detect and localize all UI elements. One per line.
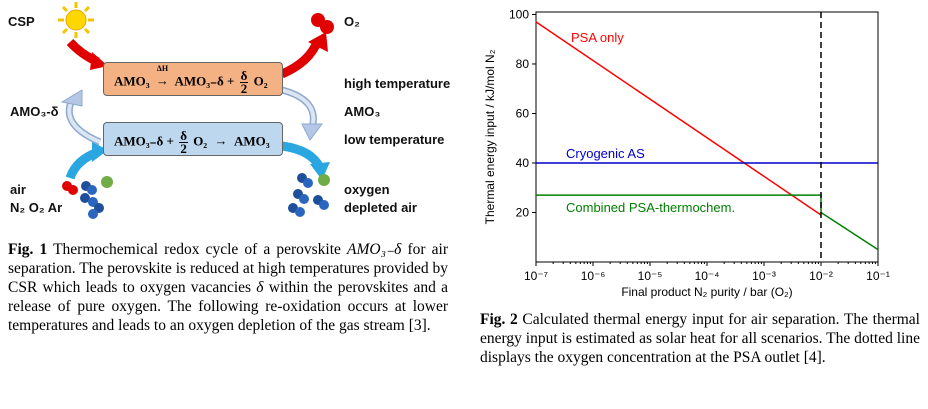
fig2-caption-text: Calculated thermal energy input for air …	[480, 311, 920, 366]
oxygen-label: oxygen	[344, 182, 390, 197]
air-label: air	[10, 182, 26, 197]
x-tick-label: 10⁻⁷	[524, 269, 548, 283]
amo3-label: AMO₃	[344, 104, 381, 119]
y-tick-label: 20	[516, 205, 530, 219]
fig1-caption-label: Fig. 1	[8, 241, 48, 258]
x-tick-label: 10⁻¹	[866, 269, 890, 283]
x-tick-label: 10⁻⁴	[695, 269, 720, 283]
high-temperature-label: high temperature	[344, 76, 451, 91]
x-tick-label: 10⁻⁶	[581, 269, 606, 283]
amo3-delta-label: AMO₃-δ	[10, 104, 59, 119]
series-label: Combined PSA-thermochem.	[566, 200, 735, 215]
fig1-caption-text-c: within the perovskites and a release of …	[8, 279, 449, 334]
y-tick-label: 100	[509, 7, 529, 21]
fig1-caption: Fig. 1 Thermochemical redox cycle of a p…	[8, 240, 448, 335]
sun-icon	[58, 2, 94, 38]
fig1-arrows	[58, 2, 334, 219]
x-tick-label: 10⁻⁵	[638, 269, 663, 283]
fig1-caption-text-b: for air separation. The perovskite is re…	[8, 241, 448, 296]
y-axis-label: Thermal energy input / kJ/mol N₂	[483, 49, 497, 224]
series-label: PSA only	[571, 30, 624, 45]
x-tick-label: 10⁻²	[809, 269, 833, 283]
csp-label: CSP	[8, 14, 35, 29]
fig1-diagram: CSP O₂ high temperature AMO₃ low tempera…	[0, 0, 470, 232]
fig1-caption-formula: AMO₃₋δ	[347, 241, 402, 258]
depleted-air-label: depleted air	[344, 200, 417, 215]
series-line-psa-only	[535, 21, 822, 216]
depleted-air-molecules-icon	[288, 173, 330, 217]
o2-label: O₂	[344, 14, 360, 29]
fig2-caption: Fig. 2 Calculated thermal energy input f…	[480, 310, 920, 367]
y-tick-label: 60	[516, 106, 530, 120]
oxygen-molecule-icon	[311, 13, 334, 34]
air-molecules-icon	[62, 176, 113, 219]
x-tick-label: 10⁻³	[752, 269, 776, 283]
y-tick-label: 40	[516, 156, 530, 170]
x-axis-label: Final product N₂ purity / bar (O₂)	[621, 285, 792, 299]
series-label: Cryogenic AS	[566, 146, 645, 161]
fig1-caption-delta: δ	[256, 279, 264, 296]
fig2-chart: 10⁻⁷ 10⁻⁶ 10⁻⁵ 10⁻⁴ 10⁻³ 10⁻² 10⁻¹ 20 40 60 80 100 F…	[483, 7, 890, 299]
fig2-caption-label: Fig. 2	[480, 311, 518, 328]
n2-o2-ar-label: N₂ O₂ Ar	[10, 200, 63, 215]
y-tick-label: 80	[516, 57, 530, 71]
low-temperature-label: low temperature	[344, 132, 445, 147]
fig1-caption-text-a: Thermochemical redox cycle of a perovski…	[47, 241, 348, 258]
